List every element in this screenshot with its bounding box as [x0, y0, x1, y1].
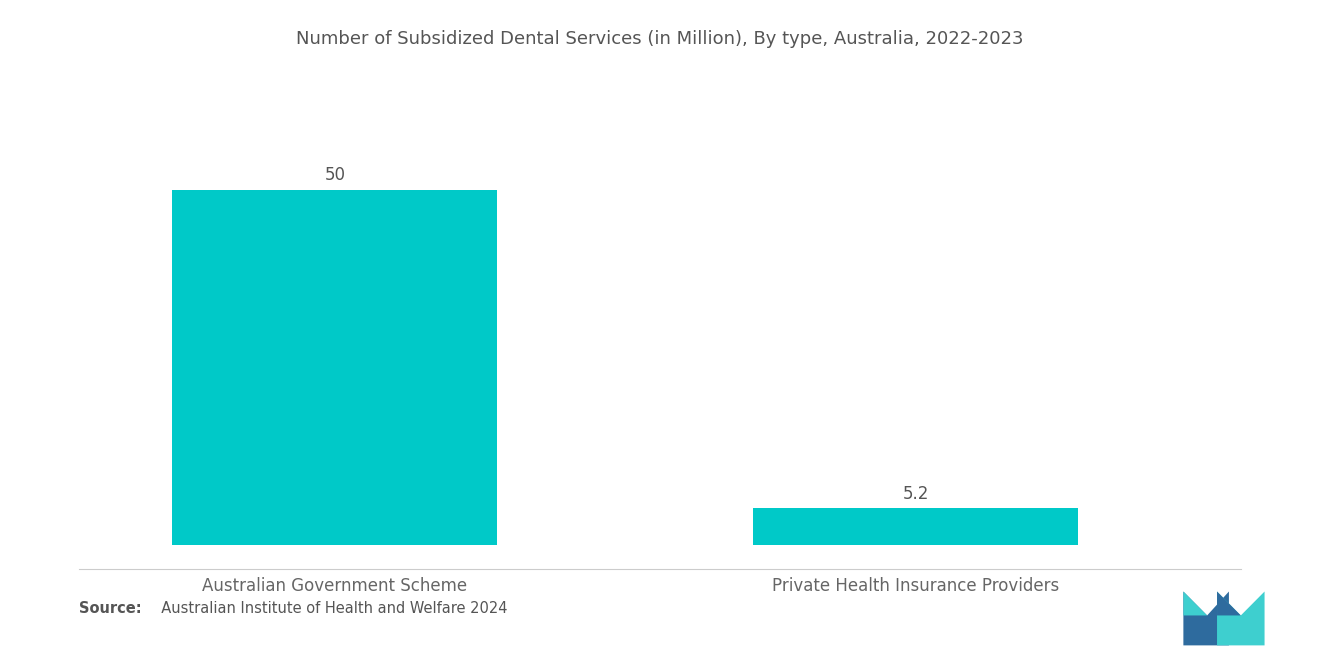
Bar: [172, 190, 498, 545]
Text: 50: 50: [325, 166, 346, 184]
Text: Australian Government Scheme: Australian Government Scheme: [202, 577, 467, 595]
Text: Number of Subsidized Dental Services (in Million), By type, Australia, 2022-2023: Number of Subsidized Dental Services (in…: [296, 30, 1024, 48]
Bar: [752, 508, 1078, 545]
Text: Source:: Source:: [79, 601, 141, 616]
Text: Private Health Insurance Providers: Private Health Insurance Providers: [772, 577, 1059, 595]
Text: 5.2: 5.2: [903, 485, 929, 503]
Text: Australian Institute of Health and Welfare 2024: Australian Institute of Health and Welfa…: [152, 601, 507, 616]
